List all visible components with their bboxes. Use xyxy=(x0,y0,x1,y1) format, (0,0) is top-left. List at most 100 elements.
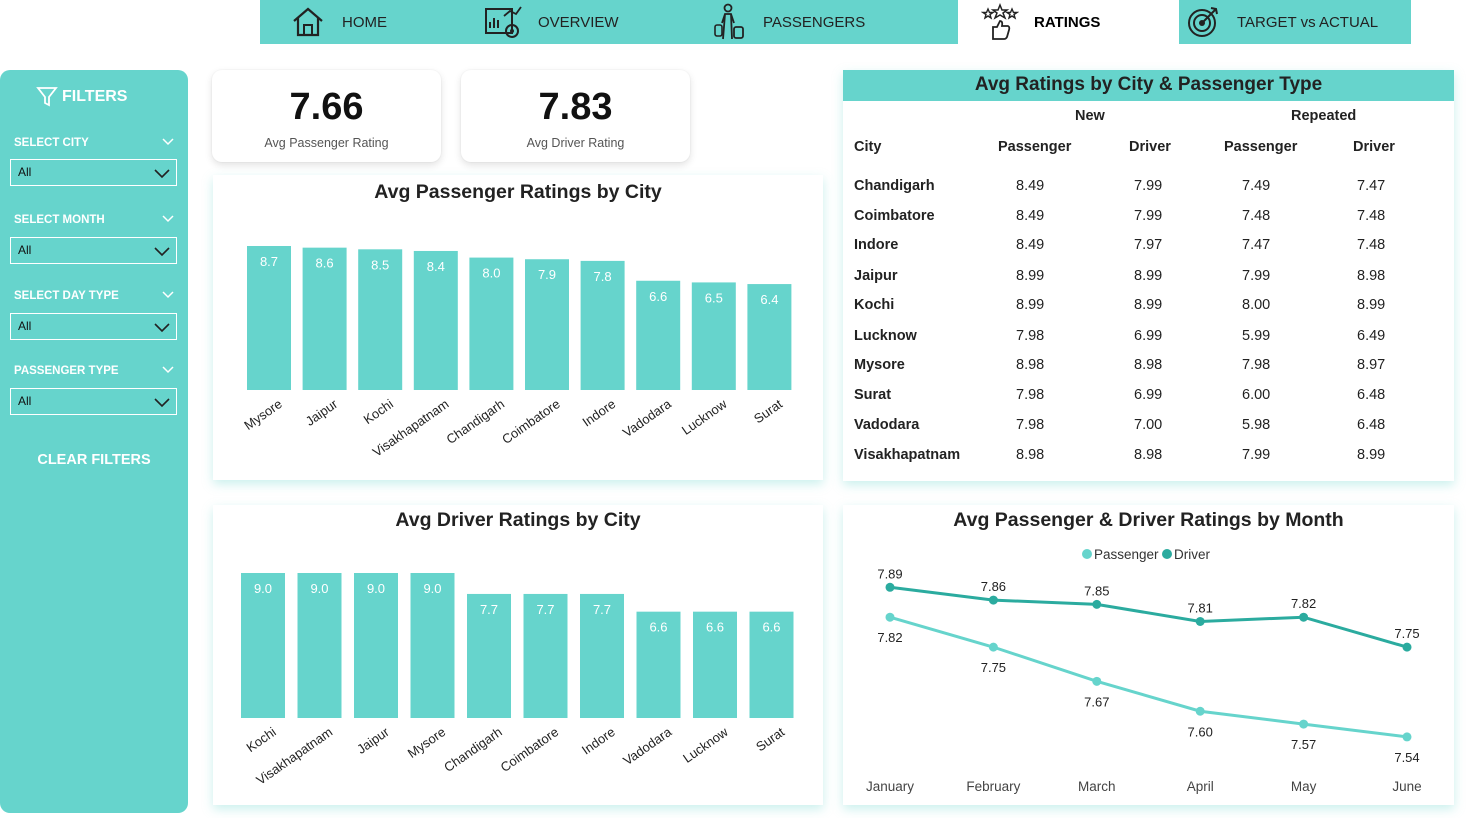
table-cell: 8.97 xyxy=(1357,357,1386,373)
bar-data-label: 9.0 xyxy=(367,581,385,596)
bar[interactable] xyxy=(636,611,681,718)
bar[interactable] xyxy=(241,573,285,718)
table-cell: 8.99 xyxy=(1134,268,1163,284)
bar[interactable] xyxy=(523,593,568,718)
bar[interactable] xyxy=(580,260,625,390)
data-point[interactable] xyxy=(1092,676,1102,686)
data-point[interactable] xyxy=(988,642,998,652)
nav-passengers-label: PASSENGERS xyxy=(763,13,866,31)
bar[interactable] xyxy=(525,259,569,390)
bar[interactable] xyxy=(297,573,342,718)
data-point[interactable] xyxy=(1299,612,1309,622)
clear-filters-button[interactable]: CLEAR FILTERS xyxy=(37,452,151,468)
nav-overview-label: OVERVIEW xyxy=(538,13,619,31)
bar[interactable] xyxy=(749,611,794,718)
table-row-city: Jaipur xyxy=(854,268,898,284)
data-label: 7.54 xyxy=(1394,750,1419,765)
passenger-type-select[interactable]: All xyxy=(10,388,177,415)
table-cell: 8.99 xyxy=(1357,447,1386,463)
passenger-type-filter-label: PASSENGER TYPE xyxy=(14,365,174,377)
bar[interactable] xyxy=(580,593,624,718)
x-tick-label: Jaipur xyxy=(354,724,392,757)
table-cell: 7.99 xyxy=(1134,178,1163,194)
data-point[interactable] xyxy=(988,595,998,605)
table-row-city: Surat xyxy=(854,387,892,403)
chart-title: Avg Driver Ratings by City xyxy=(395,509,641,531)
bar[interactable] xyxy=(247,246,291,390)
ratings-by-city-table: Avg Ratings by City & Passenger Type New… xyxy=(843,70,1454,481)
month-select[interactable]: All xyxy=(10,237,177,264)
data-label: 7.67 xyxy=(1084,694,1109,709)
chevron-down-icon xyxy=(154,398,170,408)
city-select-value: All xyxy=(18,165,32,179)
table-cell: 8.98 xyxy=(1134,357,1163,373)
data-point[interactable] xyxy=(1402,732,1412,742)
bar-data-label: 7.8 xyxy=(594,269,612,284)
table-cell: 8.99 xyxy=(1134,297,1163,313)
data-point[interactable] xyxy=(885,582,895,592)
bar[interactable] xyxy=(354,573,398,718)
x-tick-label: Indore xyxy=(580,396,619,429)
city-select[interactable]: All xyxy=(10,159,177,186)
data-point[interactable] xyxy=(1402,642,1412,652)
kpi-card-driver: 7.83 Avg Driver Rating xyxy=(461,70,690,162)
nav-overview[interactable]: OVERVIEW xyxy=(478,0,707,44)
day-type-select-value: All xyxy=(18,319,32,333)
bar-data-label: 8.7 xyxy=(260,254,278,269)
table-row-city: Coimbatore xyxy=(854,208,935,224)
nav-target-vs-actual[interactable]: TARGET vs ACTUAL xyxy=(1179,0,1411,44)
data-point[interactable] xyxy=(1299,719,1309,729)
bar-data-label: 6.4 xyxy=(760,292,778,307)
nav-home[interactable]: HOME xyxy=(260,0,478,44)
bar-data-label: 9.0 xyxy=(423,581,441,596)
table-cell: 7.99 xyxy=(1134,208,1163,224)
bar[interactable] xyxy=(467,593,511,718)
table-cell: 8.98 xyxy=(1357,268,1386,284)
chevron-down-icon[interactable] xyxy=(162,288,174,300)
nav-ratings-label: RATINGS xyxy=(1034,13,1101,31)
passenger-ratings-bar-chart: 8.7Mysore8.6Jaipur8.5Kochi8.4Visakhapatn… xyxy=(241,246,792,460)
x-tick-label: April xyxy=(1187,779,1214,794)
table-cell: 8.99 xyxy=(1016,268,1045,284)
data-point[interactable] xyxy=(1195,706,1205,716)
data-label: 7.57 xyxy=(1291,737,1316,752)
legend-marker xyxy=(1082,549,1092,559)
table-cell: 7.97 xyxy=(1134,237,1163,253)
x-tick-label: May xyxy=(1291,779,1317,794)
bar[interactable] xyxy=(413,250,458,390)
bar[interactable] xyxy=(410,573,455,718)
kpi-label: Avg Passenger Rating xyxy=(264,136,389,150)
column-header-repeated-passenger: Passenger xyxy=(1224,139,1298,155)
bar[interactable] xyxy=(358,249,403,390)
overview-icon xyxy=(484,2,524,42)
chevron-down-icon[interactable] xyxy=(162,135,174,147)
chevron-down-icon xyxy=(154,169,170,179)
table-cell: 7.99 xyxy=(1242,268,1271,284)
filters-title: FILTERS xyxy=(62,88,128,105)
chevron-down-icon[interactable] xyxy=(162,212,174,224)
nav-passengers[interactable]: PASSENGERS xyxy=(707,0,958,44)
day-type-select[interactable]: All xyxy=(10,313,177,340)
kpi-value: 7.83 xyxy=(538,86,613,128)
table-cell: 6.99 xyxy=(1134,328,1163,344)
bar[interactable] xyxy=(636,280,681,390)
nav-ratings[interactable]: RATINGS xyxy=(958,0,1179,44)
x-tick-label: Coimbatore xyxy=(498,724,562,775)
bar[interactable] xyxy=(747,284,792,390)
table-cell: 6.00 xyxy=(1242,387,1271,403)
table-cell: 7.47 xyxy=(1357,178,1386,194)
bar[interactable] xyxy=(469,257,514,390)
table-row-city: Visakhapatnam xyxy=(854,447,961,463)
bar[interactable] xyxy=(691,282,736,390)
chevron-down-icon[interactable] xyxy=(162,363,174,375)
chart-title: Avg Passenger & Driver Ratings by Month xyxy=(953,509,1344,531)
filters-heading: FILTERS xyxy=(36,86,127,108)
data-point[interactable] xyxy=(1092,599,1102,609)
bar[interactable] xyxy=(693,611,737,718)
data-label: 7.82 xyxy=(877,630,902,645)
data-point[interactable] xyxy=(1195,616,1205,626)
data-point[interactable] xyxy=(885,612,895,622)
x-tick-label: February xyxy=(966,779,1020,794)
bar-data-label: 6.6 xyxy=(649,620,667,635)
bar[interactable] xyxy=(302,247,347,390)
